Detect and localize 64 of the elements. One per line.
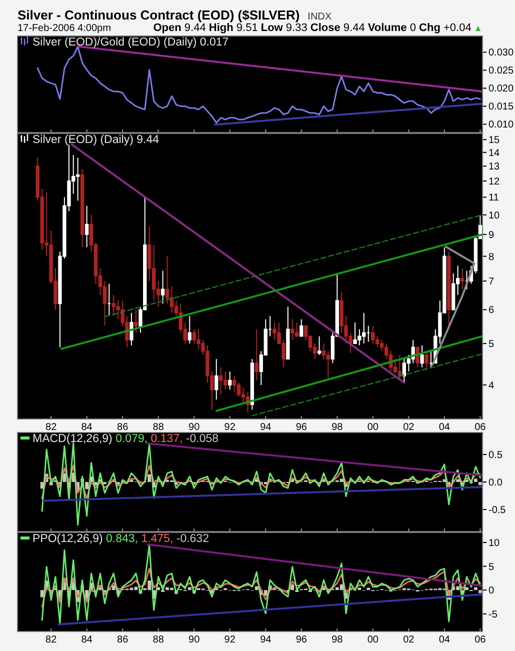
legend-title: PPO(12,26,9) [32, 533, 103, 545]
y-tick-label: -5 [488, 609, 498, 620]
legend-label: Silver (EOD)/Gold (EOD) (Daily) 0.017 [32, 36, 229, 48]
y-tick-label: 9 [488, 230, 494, 241]
x-tick-label: 82 [46, 634, 58, 646]
y-tick-label: 10 [488, 538, 500, 549]
y-tick-label: 0.015 [488, 102, 514, 113]
x-tick-label: 88 [152, 422, 164, 433]
y-tick-label: 0.020 [488, 84, 514, 95]
x-tick-label: 98 [332, 634, 344, 646]
chart-title: Silver - Continuous Contract (EOD) ($SILVER) [18, 8, 300, 22]
chart-subtitle: INDX [308, 12, 332, 22]
x-tick-label: 92 [224, 634, 236, 646]
text: -0.632 [173, 533, 209, 545]
x-tick-label: 96 [296, 634, 308, 646]
x-tick-label: 88 [152, 634, 164, 646]
x-tick-label: 02 [403, 422, 415, 433]
x-tick-label: 96 [296, 422, 308, 433]
x-tick-label: 00 [367, 422, 379, 433]
x-tick-label: 90 [188, 634, 200, 646]
x-tick-label: 94 [260, 634, 272, 646]
x-tick-label: 98 [332, 422, 344, 433]
text: Open 9.44 High 9.51 Low 9.33 Close 9.44 Volume 0 Chg +0.04 ▲ [153, 22, 482, 34]
x-tick-label: 86 [117, 634, 129, 646]
y-tick-label: 5 [488, 339, 494, 350]
series-label: 0.137, [148, 433, 183, 445]
text: -0.058 [182, 433, 219, 445]
y-tick-label: 12 [488, 176, 500, 188]
y-tick-label: 11 [488, 192, 500, 204]
y-tick-label: 10 [488, 210, 500, 222]
x-tick-label: 84 [81, 422, 93, 433]
y-tick-label: 14 [488, 148, 500, 159]
text: 1.475, [138, 533, 174, 545]
x-tick-label: 06 [474, 422, 486, 433]
y-tick-label: 0 [488, 586, 494, 597]
legend-title: MACD(12,26,9) [32, 433, 113, 445]
y-tick-label: 4 [488, 380, 494, 392]
y-tick-label: 15 [488, 135, 500, 146]
y-tick-label: -0.5 [488, 505, 506, 516]
y-tick-label: 7 [488, 276, 494, 288]
series-label: 0.079, [112, 433, 148, 445]
y-tick-label: 0.025 [488, 66, 514, 77]
x-tick-label: 82 [46, 422, 58, 433]
x-tick-label: 86 [117, 422, 129, 433]
y-tick-label: 0.5 [488, 450, 503, 461]
text: 17-Feb-2006 4:00pm [18, 23, 111, 34]
x-tick-label: 90 [188, 422, 200, 433]
series-label: 0.843, [102, 533, 138, 545]
y-tick-label: 0.010 [488, 120, 514, 131]
y-tick-label: 6 [488, 305, 494, 316]
x-tick-label: 02 [403, 634, 415, 646]
x-tick-label: 92 [224, 422, 236, 433]
x-tick-label: 04 [438, 634, 450, 646]
y-tick-label: 13 [488, 162, 500, 173]
y-tick-label: 0.0 [488, 478, 503, 488]
legend-label: Silver (EOD) (Daily) 9.44 [32, 134, 160, 146]
y-tick-label: 5 [488, 562, 494, 573]
x-tick-label: 04 [438, 422, 450, 433]
y-tick-label: 0.030 [488, 48, 514, 59]
x-tick-label: 84 [81, 634, 93, 646]
x-tick-label: 00 [367, 634, 379, 646]
x-tick-label: 06 [474, 634, 486, 646]
x-tick-label: 94 [260, 422, 272, 433]
y-tick-label: 8 [488, 252, 494, 263]
